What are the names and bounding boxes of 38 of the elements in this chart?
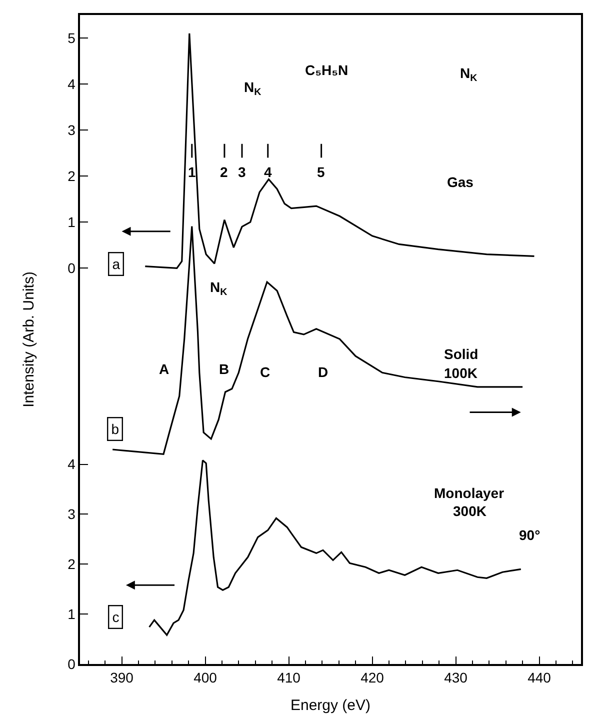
x-tick-label: 420 [360, 670, 384, 686]
annotation: C₅H₅N [305, 62, 348, 78]
y-axis-title: Intensity (Arb. Units) [20, 272, 38, 408]
annotation: 4 [264, 164, 272, 180]
annotation: 1 [188, 164, 196, 180]
line-series [112, 225, 524, 455]
annotation: 300K [453, 503, 486, 519]
x-axis-title: Energy (eV) [290, 697, 371, 714]
x-tick-label: 430 [444, 670, 468, 686]
annotation: D [318, 364, 328, 380]
annotation: 2 [220, 164, 228, 180]
annotation: 90° [519, 527, 540, 543]
y-tick-label: 2 [68, 556, 76, 572]
y-tick-label: 4 [68, 456, 76, 472]
x-tick-label: 390 [110, 670, 134, 686]
annotation: 100K [444, 365, 478, 381]
annotation: Monolayer [434, 485, 505, 501]
y3-tick-label: 5 [68, 30, 76, 46]
annotation: C [260, 364, 270, 380]
annotation: b [111, 421, 120, 438]
y-tick-label: 0 [68, 656, 76, 672]
annotation: a [112, 256, 120, 272]
annotation: N$_{K}$ [244, 79, 262, 98]
annotation: A [159, 361, 170, 377]
annotation: B [219, 361, 230, 377]
annotation: Solid [444, 346, 478, 362]
y-tick-label: 1 [68, 606, 76, 622]
annotation: c [112, 609, 120, 626]
line-series [144, 32, 536, 269]
annotation: N$_{K}$ [210, 279, 228, 298]
annotation: 3 [238, 164, 246, 180]
annotation: 5 [317, 164, 325, 180]
x-tick-label: 440 [528, 670, 552, 686]
x-tick-label: 410 [277, 670, 301, 686]
y-tick-label: 3 [68, 506, 76, 522]
annotation: Gas [447, 174, 474, 190]
annotation: N$_{K}$ [460, 65, 478, 84]
x-tick-label: 400 [194, 670, 218, 686]
